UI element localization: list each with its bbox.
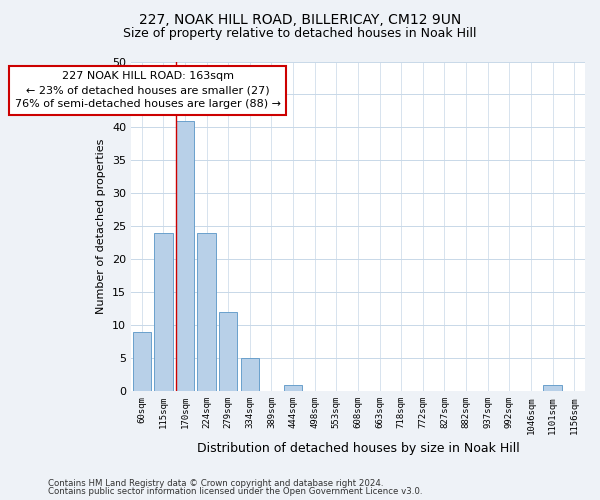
X-axis label: Distribution of detached houses by size in Noak Hill: Distribution of detached houses by size … bbox=[197, 442, 520, 455]
Text: Contains public sector information licensed under the Open Government Licence v3: Contains public sector information licen… bbox=[48, 488, 422, 496]
Bar bbox=[219, 312, 238, 391]
Bar bbox=[176, 121, 194, 391]
Bar bbox=[154, 233, 173, 391]
Bar bbox=[241, 358, 259, 391]
Y-axis label: Number of detached properties: Number of detached properties bbox=[97, 138, 106, 314]
Bar bbox=[133, 332, 151, 391]
Text: 227, NOAK HILL ROAD, BILLERICAY, CM12 9UN: 227, NOAK HILL ROAD, BILLERICAY, CM12 9U… bbox=[139, 12, 461, 26]
Bar bbox=[544, 384, 562, 391]
Bar bbox=[284, 384, 302, 391]
Text: 227 NOAK HILL ROAD: 163sqm
← 23% of detached houses are smaller (27)
76% of semi: 227 NOAK HILL ROAD: 163sqm ← 23% of deta… bbox=[14, 72, 281, 110]
Text: Size of property relative to detached houses in Noak Hill: Size of property relative to detached ho… bbox=[123, 28, 477, 40]
Bar bbox=[197, 233, 216, 391]
Text: Contains HM Land Registry data © Crown copyright and database right 2024.: Contains HM Land Registry data © Crown c… bbox=[48, 478, 383, 488]
